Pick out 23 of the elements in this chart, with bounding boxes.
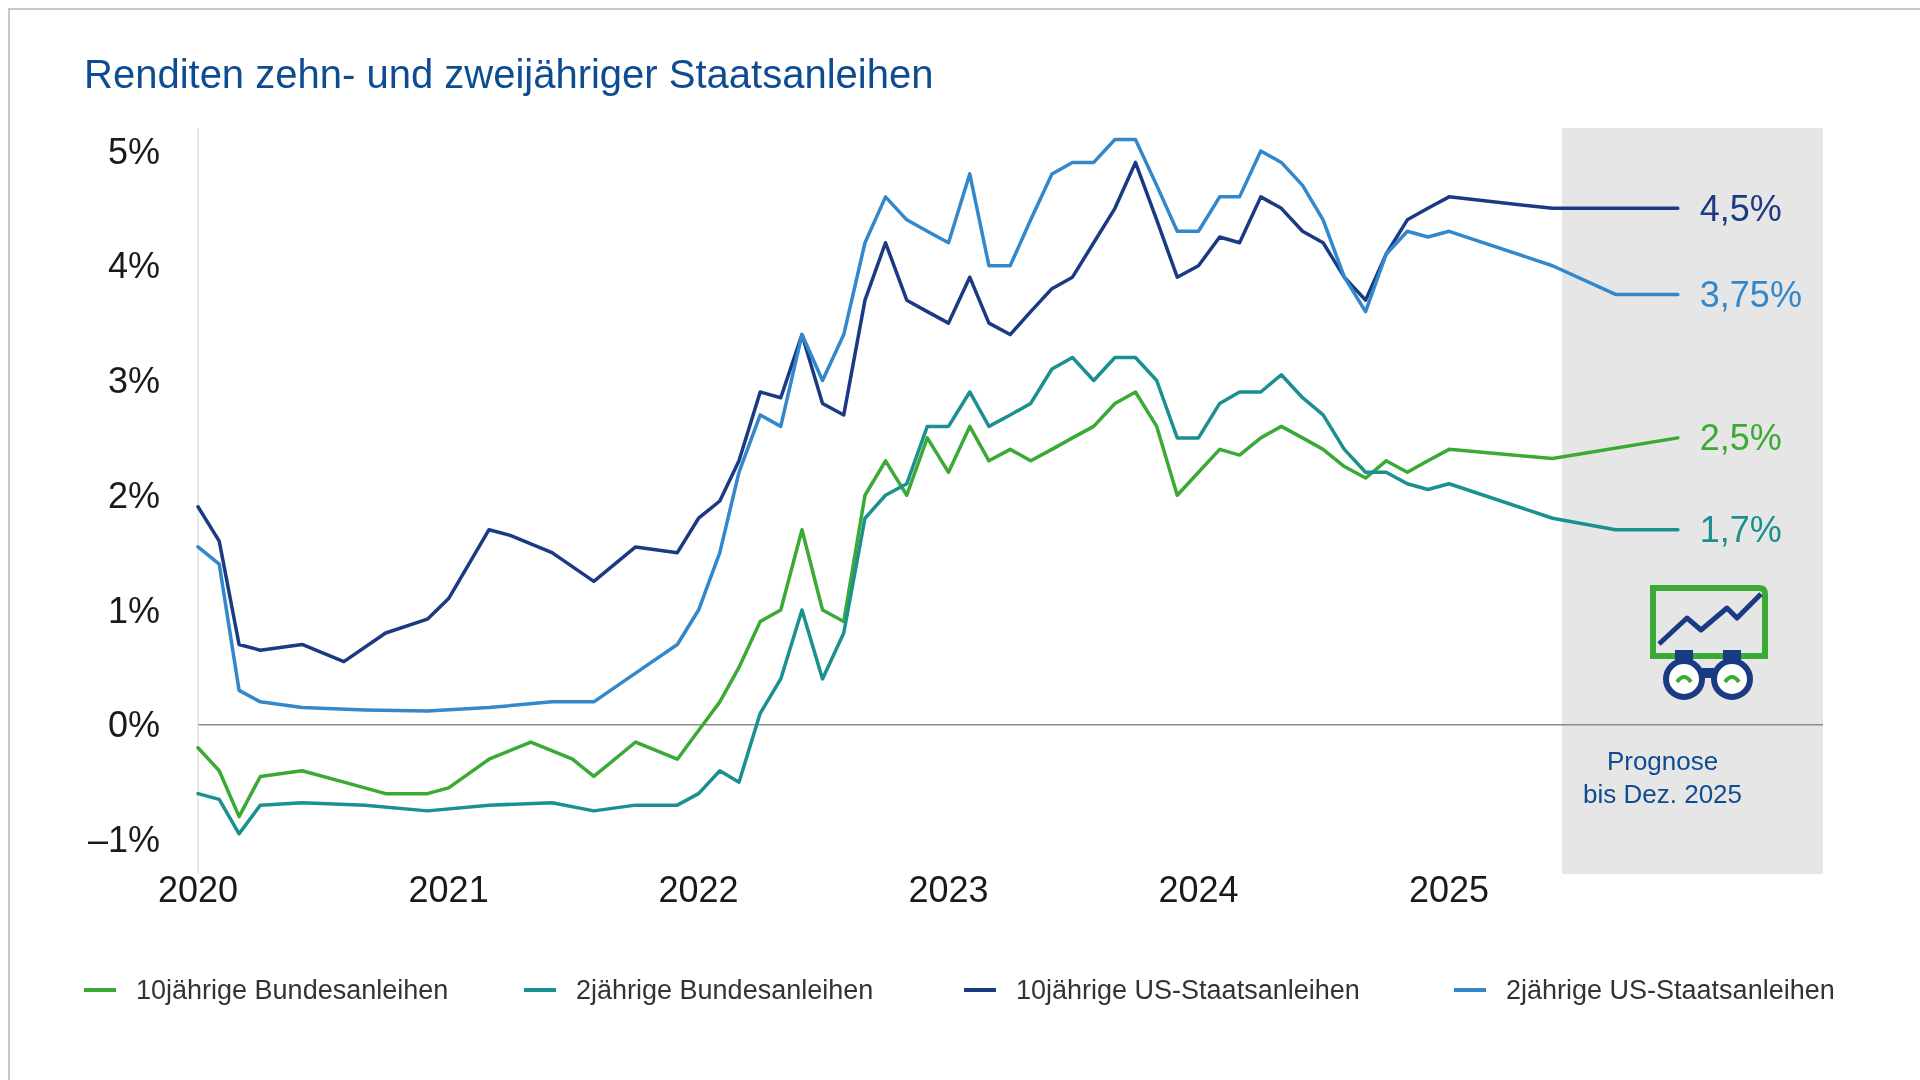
annotation: 1,7% — [1699, 509, 1782, 551]
x-tick-label: 2021 — [408, 869, 489, 910]
y-tick-label: 0% — [107, 704, 160, 746]
annotation: 2,5% — [1699, 417, 1782, 459]
annotation: 3,75% — [1699, 274, 1802, 316]
band-label: Prognose bis Dez. 2025 — [1583, 746, 1743, 809]
y-tick-label: 3% — [107, 360, 160, 402]
y-tick-label: 4% — [107, 245, 160, 287]
x-tick-label: 2024 — [1158, 869, 1239, 910]
x-tick-label: 2025 — [1409, 869, 1490, 910]
legend-label: 2jährige Bundesanleihen — [576, 975, 874, 1006]
chart-title: Renditen zehn- und zweijähriger Staatsanleihen — [84, 52, 934, 96]
x-tick-label: 2022 — [658, 869, 739, 910]
annotation: 4,5% — [1699, 187, 1782, 229]
y-tick-label: –1% — [87, 819, 160, 861]
x-tick-label: 2020 — [157, 869, 239, 910]
y-tick-label: 5% — [107, 130, 160, 172]
y-tick-label: 2% — [107, 474, 160, 516]
x-tick-label: 2023 — [908, 869, 989, 910]
legend-label: 10jährige Bundesanleihen — [136, 975, 449, 1006]
legend-label: 2jährige US-Staatsanleihen — [1506, 975, 1835, 1006]
y-tick-label: 1% — [107, 589, 160, 631]
legend-label: 10jährige US-Staatsanleihen — [1016, 975, 1360, 1006]
